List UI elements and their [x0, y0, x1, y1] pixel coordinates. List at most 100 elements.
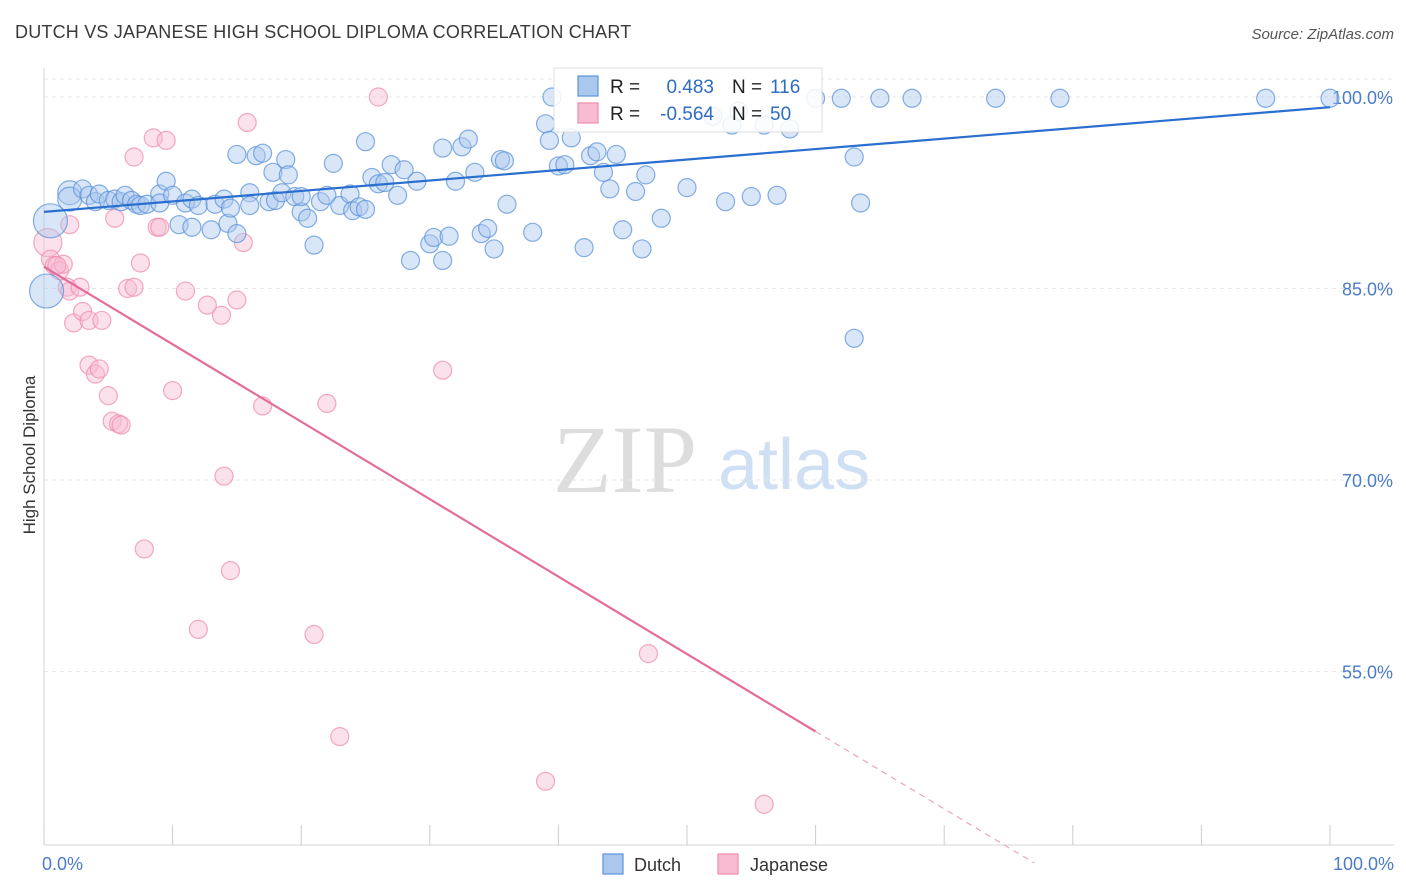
point-dutch-75: [494, 151, 514, 171]
y-tick-label-3: 55.0%: [1342, 663, 1393, 683]
point-japanese-44: [433, 360, 453, 380]
point-dutch-65: [433, 250, 453, 271]
point-japanese-34: [214, 466, 234, 486]
point-japanese-29: [163, 381, 183, 401]
point-japanese-35: [220, 561, 241, 581]
point-dutch-93: [636, 165, 656, 185]
point-dutch-59: [394, 160, 414, 180]
legend-swatch-dutch: [577, 75, 599, 97]
legend-n-label-dutch: N =: [732, 77, 762, 98]
point-dutch-113: [1256, 88, 1276, 108]
point-japanese-14: [92, 310, 112, 331]
bottom-legend-label-japanese: Japanese: [750, 855, 828, 875]
point-japanese-38: [237, 112, 257, 133]
point-dutch-84: [574, 238, 594, 258]
stats-legend: R = 0.483 N = 116 R = -0.564 N = 50: [553, 67, 823, 133]
legend-n-label-japanese: N =: [732, 104, 762, 125]
point-japanese-41: [317, 393, 337, 413]
legend-r-value-dutch: 0.483: [666, 77, 714, 98]
point-dutch-60: [400, 250, 421, 271]
grid-lines: [44, 78, 1394, 672]
trend-line-dutch: [43, 106, 1331, 213]
point-dutch-33: [253, 143, 273, 163]
point-dutch-67: [445, 171, 466, 191]
point-dutch-91: [625, 181, 646, 202]
point-japanese-47: [754, 794, 774, 814]
point-japanese-21: [124, 147, 144, 167]
point-japanese-42: [330, 727, 350, 747]
point-dutch-95: [677, 178, 697, 198]
point-dutch-79: [539, 130, 559, 151]
point-dutch-110: [902, 88, 922, 108]
point-dutch-66: [439, 226, 459, 246]
point-dutch-111: [986, 88, 1006, 108]
point-dutch-52: [355, 199, 376, 219]
point-japanese-22: [124, 277, 144, 297]
trend-line-japanese-extension: [815, 730, 1035, 864]
point-dutch-115: [32, 203, 69, 239]
point-dutch-76: [497, 194, 517, 214]
y-tick-label-2: 70.0%: [1342, 471, 1393, 491]
point-japanese-43: [368, 87, 388, 107]
bottom-legend-swatch-japanese: [717, 853, 739, 875]
point-dutch-1: [57, 186, 83, 212]
point-dutch-20: [182, 217, 202, 237]
y-tick-label-1: 85.0%: [1342, 280, 1393, 300]
point-dutch-27: [220, 198, 241, 218]
point-dutch-31: [240, 195, 260, 216]
legend-r-label-japanese: R =: [610, 104, 640, 125]
point-japanese-30: [175, 281, 196, 301]
point-japanese-36: [227, 290, 247, 310]
point-dutch-57: [381, 155, 401, 175]
point-japanese-28: [156, 130, 176, 151]
point-japanese-4: [53, 254, 73, 274]
point-dutch-23: [201, 220, 221, 240]
point-dutch-102: [767, 185, 787, 205]
point-japanese-17: [105, 208, 125, 228]
point-dutch-89: [606, 144, 626, 165]
point-japanese-27: [150, 217, 170, 237]
bottom-legend-label-dutch: Dutch: [634, 855, 681, 875]
watermark-atlas: atlas: [718, 425, 870, 505]
stats-legend-box: [553, 67, 823, 133]
point-dutch-77: [523, 222, 543, 242]
point-dutch-16: [156, 171, 176, 191]
trend-line-japanese: [43, 265, 817, 733]
x-tick-label-max: 100.0%: [1333, 854, 1394, 874]
point-dutch-72: [478, 218, 498, 239]
point-japanese-24: [134, 539, 154, 559]
point-dutch-43: [298, 208, 318, 228]
point-dutch-86: [587, 142, 607, 162]
point-dutch-46: [317, 185, 337, 205]
point-dutch-108: [851, 193, 871, 213]
legend-r-label-dutch: R =: [610, 77, 640, 98]
point-dutch-24: [205, 194, 225, 214]
trend-lines: [43, 106, 1331, 864]
point-japanese-12: [85, 364, 106, 384]
x-axis-minor-ticks: [43, 825, 1331, 845]
point-dutch-63: [424, 227, 444, 248]
point-dutch-97: [715, 192, 736, 212]
point-japanese-15: [98, 386, 118, 406]
point-dutch-69: [458, 129, 478, 149]
point-dutch-78: [535, 114, 556, 134]
point-dutch-29: [227, 144, 247, 165]
point-dutch-39: [278, 165, 298, 185]
point-dutch-116: [28, 273, 65, 309]
point-dutch-22: [188, 195, 208, 216]
point-dutch-70: [465, 162, 485, 182]
point-japanese-13: [89, 359, 109, 379]
legend-n-value-dutch: 116: [770, 77, 800, 98]
legend-swatch-japanese: [577, 102, 599, 124]
point-japanese-46: [638, 644, 659, 664]
point-japanese-20: [117, 278, 138, 299]
chart-source: Source: ZipAtlas.com: [1251, 26, 1394, 43]
bottom-legend-swatch-dutch: [602, 853, 624, 875]
point-dutch-90: [613, 220, 633, 240]
point-dutch-47: [323, 153, 343, 173]
point-japanese-23: [130, 253, 151, 273]
point-dutch-112: [1050, 88, 1070, 108]
point-dutch-58: [388, 185, 408, 205]
point-dutch-105: [831, 88, 851, 108]
